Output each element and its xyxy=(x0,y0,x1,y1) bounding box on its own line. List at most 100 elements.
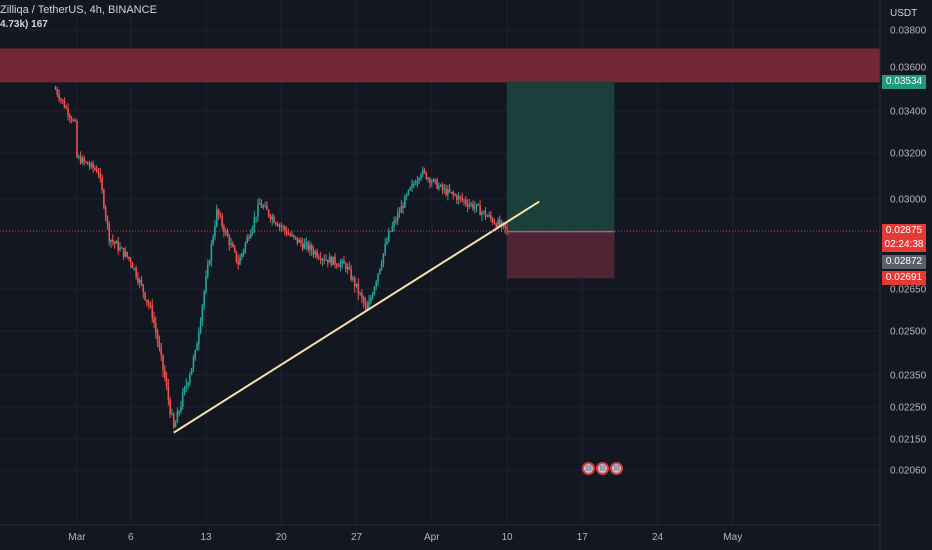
candle-body xyxy=(117,241,120,251)
x-tick-label: Mar xyxy=(68,532,86,543)
candle-body xyxy=(479,205,481,216)
candle-body xyxy=(398,212,401,214)
price-axis: 0.03800 0.03600 0.03400 0.03200 0.03000 0.026… xyxy=(879,0,927,550)
candle-body xyxy=(506,228,508,230)
candle-body xyxy=(206,264,209,277)
candle-body xyxy=(396,213,399,221)
candle-body xyxy=(224,230,227,233)
trendline[interactable] xyxy=(173,200,540,434)
x-tick-label: 27 xyxy=(351,532,363,543)
candlestick-series xyxy=(54,85,508,430)
candle-body xyxy=(258,203,261,205)
candle-body xyxy=(459,196,462,198)
us-flag-event-icon[interactable]: ▤ xyxy=(596,462,609,475)
candle-body xyxy=(468,204,471,207)
candle-body xyxy=(380,263,383,269)
candle-body xyxy=(189,374,191,383)
volume-indicator-label: 4.73k) 167 xyxy=(0,19,48,30)
candle-body xyxy=(76,121,78,158)
candle-body xyxy=(153,317,155,324)
stop-price-tag: 0.02691 xyxy=(882,271,926,286)
candle-body xyxy=(357,283,360,294)
candle-body xyxy=(95,169,98,173)
candle-body xyxy=(176,411,179,423)
y-tick-label: 0.03600 xyxy=(890,63,927,74)
candle-body xyxy=(212,236,214,244)
candle-body xyxy=(491,218,494,223)
candle-body xyxy=(214,226,216,237)
x-tick-label: 24 xyxy=(652,532,664,543)
candle-body xyxy=(287,234,290,236)
candle-body xyxy=(319,258,322,261)
candle-body xyxy=(244,242,247,251)
candle-body xyxy=(215,209,218,227)
candle-body xyxy=(307,242,309,251)
candle-body xyxy=(454,194,456,196)
candle-body xyxy=(321,259,324,261)
candle-body xyxy=(407,189,410,195)
candle-body xyxy=(113,241,116,244)
candle-body xyxy=(289,234,292,236)
candle-body xyxy=(70,117,73,121)
candle-body xyxy=(65,107,68,109)
candle-body xyxy=(88,164,91,167)
candle-body xyxy=(350,268,352,280)
candle-body xyxy=(284,226,286,231)
candle-body xyxy=(221,216,223,227)
target-price-tag: 0.03534 xyxy=(882,74,926,89)
candle-body xyxy=(387,231,390,242)
candle-body xyxy=(473,206,476,209)
currency-label[interactable]: USDT xyxy=(890,8,918,19)
candle-body xyxy=(146,299,148,303)
candle-body xyxy=(201,305,204,321)
candle-body xyxy=(61,99,64,101)
candle-body xyxy=(504,224,507,229)
candle-body xyxy=(296,237,299,243)
candle-body xyxy=(181,392,184,407)
candle-body xyxy=(262,206,265,208)
candle-body xyxy=(172,413,175,428)
candle-body xyxy=(187,382,189,386)
us-flag-event-icon[interactable]: ▤ xyxy=(610,462,623,475)
candle-body xyxy=(400,206,403,213)
candle-body xyxy=(180,406,182,412)
candle-body xyxy=(310,245,313,251)
candle-body xyxy=(160,347,163,355)
candle-body xyxy=(242,250,245,254)
candle-body xyxy=(292,234,295,237)
candle-body xyxy=(337,266,340,268)
candle-body xyxy=(83,157,85,162)
candle-body xyxy=(318,257,320,259)
candle-body xyxy=(386,241,388,245)
candle-body xyxy=(438,186,440,189)
candle-body xyxy=(119,247,121,251)
candle-body xyxy=(275,222,277,224)
candle-body xyxy=(323,259,326,261)
candle-body xyxy=(300,239,302,244)
candle-body xyxy=(285,230,288,235)
candle-body xyxy=(375,281,378,288)
candle-body xyxy=(108,223,111,242)
us-flag-event-icon[interactable]: ▤ xyxy=(582,462,595,475)
candle-body xyxy=(77,156,80,158)
candle-body xyxy=(335,264,338,267)
candle-body xyxy=(255,216,257,218)
candle-body xyxy=(233,247,236,252)
candle-body xyxy=(370,298,372,302)
long-position-target-zone xyxy=(507,81,615,232)
candle-body xyxy=(171,413,173,415)
candle-body xyxy=(128,256,130,259)
y-tick-label: 0.03400 xyxy=(890,107,927,118)
events-markers[interactable]: ▤ ▤ ▤ xyxy=(582,462,623,475)
candle-body xyxy=(282,226,284,228)
candle-body xyxy=(348,267,351,269)
candle-body xyxy=(198,332,200,345)
candle-body xyxy=(421,169,424,175)
y-tick-label: 0.03200 xyxy=(890,149,927,160)
candle-body xyxy=(441,184,444,190)
candle-body xyxy=(226,230,229,237)
candle-body xyxy=(368,301,370,310)
candle-body xyxy=(499,220,501,226)
candle-body xyxy=(101,177,103,191)
